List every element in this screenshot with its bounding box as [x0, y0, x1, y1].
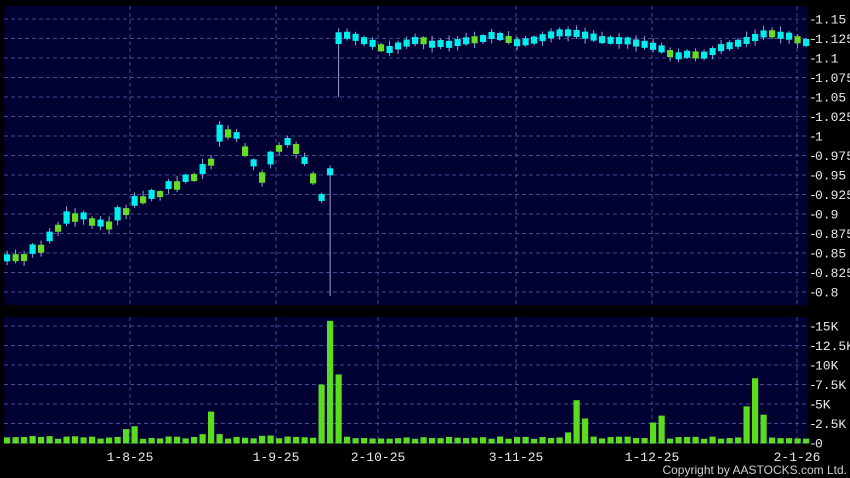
svg-text:-: - [809, 227, 817, 242]
svg-text:1.075: 1.075 [815, 71, 850, 86]
svg-text:-: - [809, 208, 817, 223]
svg-text:Copyright by AASTOCKS.com Ltd.: Copyright by AASTOCKS.com Ltd. [662, 463, 847, 477]
svg-text:-: - [809, 91, 817, 106]
svg-text:-: - [809, 266, 817, 281]
svg-text:2.5K: 2.5K [815, 417, 846, 432]
svg-text:-: - [809, 32, 817, 47]
svg-text:0.875: 0.875 [815, 227, 850, 242]
svg-text:0.8: 0.8 [815, 286, 838, 301]
svg-text:-: - [809, 378, 817, 393]
svg-text:3-11-25: 3-11-25 [489, 450, 544, 465]
svg-text:-: - [809, 71, 817, 86]
svg-text:7.5K: 7.5K [815, 378, 846, 393]
svg-text:0.975: 0.975 [815, 149, 850, 164]
svg-text:1-9-25: 1-9-25 [253, 450, 300, 465]
svg-text:0.85: 0.85 [815, 247, 846, 262]
svg-text:-: - [809, 188, 817, 203]
svg-text:15K: 15K [815, 320, 839, 335]
svg-text:-: - [809, 398, 817, 413]
svg-text:0.9: 0.9 [815, 208, 838, 223]
svg-text:-: - [809, 130, 817, 145]
svg-text:0.825: 0.825 [815, 266, 850, 281]
svg-text:0.95: 0.95 [815, 169, 846, 184]
svg-text:-: - [809, 52, 817, 67]
svg-text:2-10-25: 2-10-25 [351, 450, 406, 465]
svg-text:5K: 5K [815, 398, 831, 413]
svg-text:-: - [809, 339, 817, 354]
svg-text:-: - [809, 417, 817, 432]
svg-text:1-8-25: 1-8-25 [107, 450, 154, 465]
svg-text:-: - [809, 169, 817, 184]
svg-text:10K: 10K [815, 359, 839, 374]
svg-text:-: - [809, 286, 817, 301]
svg-text:-: - [809, 13, 817, 28]
svg-text:-: - [809, 320, 817, 335]
svg-text:1.1: 1.1 [815, 52, 839, 67]
svg-text:1.125: 1.125 [815, 32, 850, 47]
svg-text:0.925: 0.925 [815, 188, 850, 203]
svg-text:1.15: 1.15 [815, 13, 846, 28]
svg-text:-: - [809, 110, 817, 125]
svg-text:-: - [809, 247, 817, 262]
svg-text:1.025: 1.025 [815, 110, 850, 125]
svg-text:-: - [809, 359, 817, 374]
svg-text:-: - [809, 149, 817, 164]
svg-text:1.05: 1.05 [815, 91, 846, 106]
svg-text:12.5K: 12.5K [815, 339, 850, 354]
